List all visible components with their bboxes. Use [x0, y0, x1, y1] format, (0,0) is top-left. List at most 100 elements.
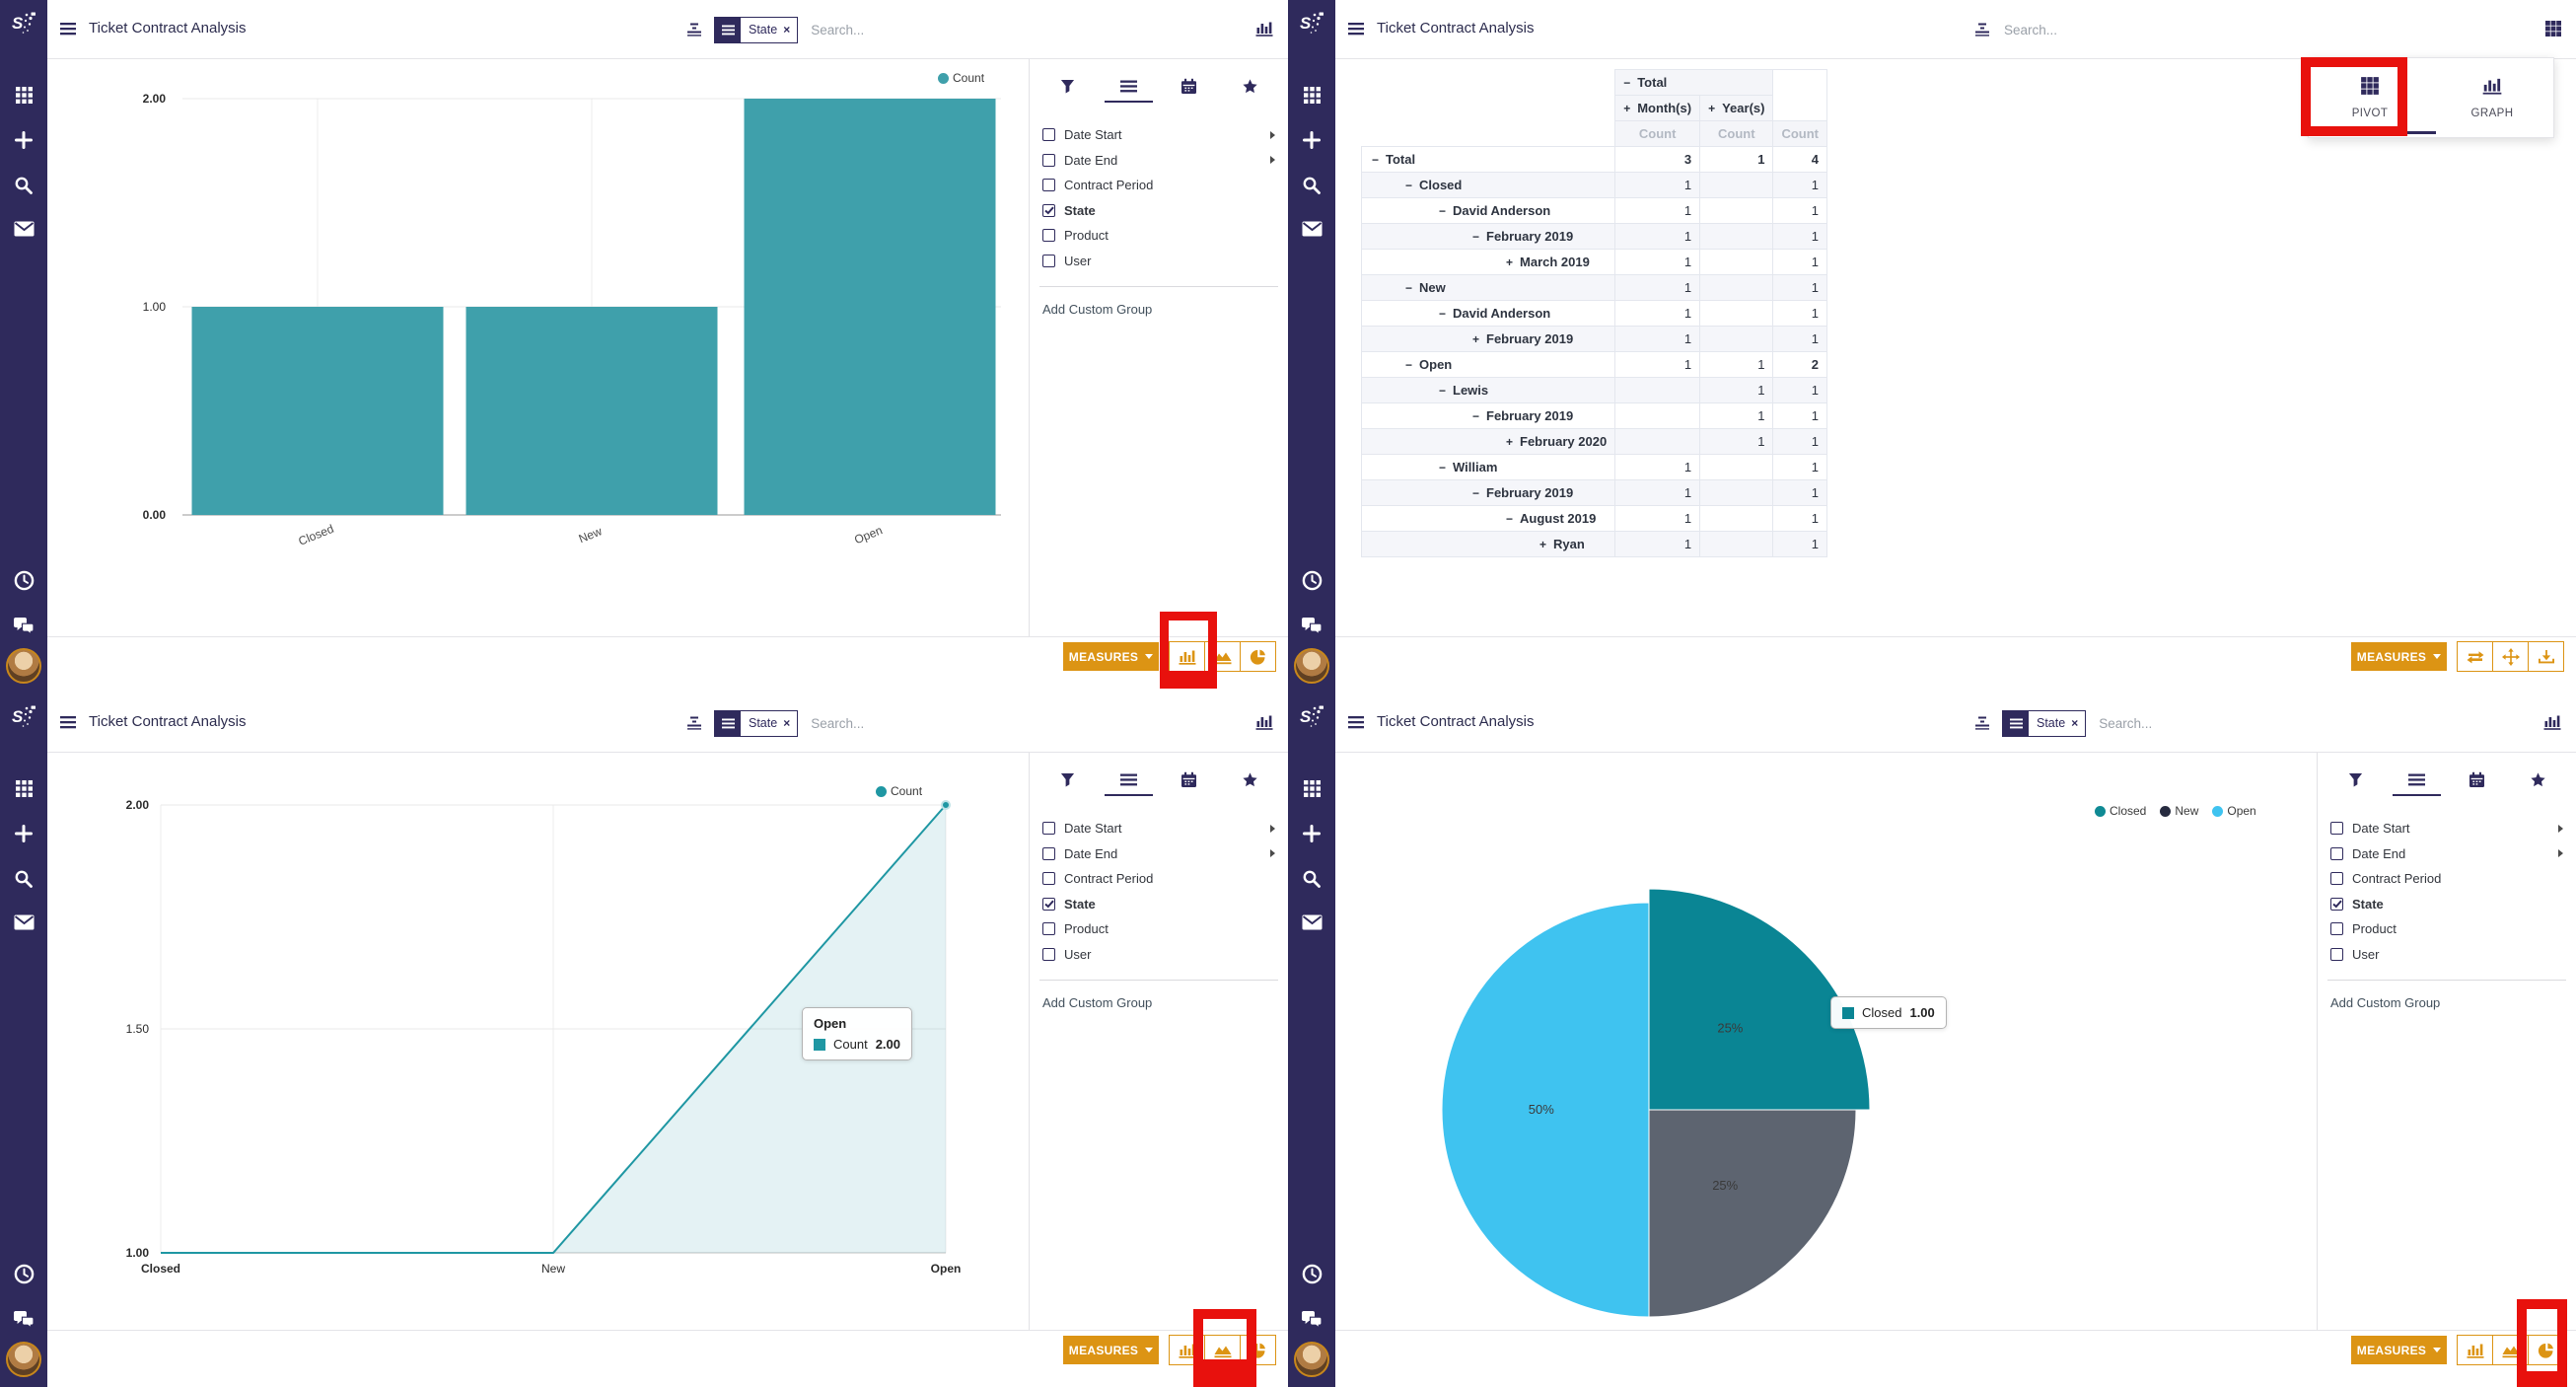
- search-input[interactable]: [809, 21, 958, 38]
- menu-icon[interactable]: [59, 21, 77, 41]
- pie-chart-type-button[interactable]: [1240, 641, 1276, 672]
- activity-clock-icon[interactable]: [14, 1264, 35, 1284]
- apps-grid-icon[interactable]: [15, 779, 34, 798]
- checkbox[interactable]: [1042, 897, 1055, 911]
- facet-remove-icon[interactable]: ×: [783, 23, 791, 36]
- pivot-row-label[interactable]: − February 2019: [1360, 402, 1616, 429]
- collapse-icon[interactable]: −: [1439, 384, 1447, 398]
- pivot-cell[interactable]: [1699, 197, 1774, 224]
- search-input[interactable]: [2097, 714, 2246, 732]
- expand-icon[interactable]: +: [1539, 538, 1547, 551]
- pivot-row-label[interactable]: + Ryan: [1360, 531, 1616, 557]
- legend-item[interactable]: Count: [876, 784, 922, 798]
- pivot-row-label[interactable]: + February 2019: [1360, 326, 1616, 352]
- user-avatar[interactable]: [6, 648, 41, 684]
- checkbox[interactable]: [2330, 872, 2343, 886]
- sort-icon[interactable]: [1973, 22, 1991, 37]
- pivot-cell[interactable]: 1: [1699, 351, 1774, 378]
- pivot-row-label[interactable]: + March 2019: [1360, 249, 1616, 275]
- pivot-row-label[interactable]: + February 2020: [1360, 428, 1616, 455]
- download-xlsx-button[interactable]: [2528, 641, 2564, 672]
- groupby-item-contract-period[interactable]: Contract Period: [2318, 866, 2576, 892]
- pivot-row-label[interactable]: − Open: [1360, 351, 1616, 378]
- mail-icon[interactable]: [1302, 221, 1323, 237]
- sort-icon[interactable]: [1973, 715, 1991, 731]
- measures-button[interactable]: MEASURES: [2351, 642, 2447, 671]
- comparison-calendar-tab[interactable]: [1159, 771, 1220, 788]
- groupby-item-date-end[interactable]: Date End: [1030, 841, 1288, 867]
- mail-icon[interactable]: [14, 221, 35, 237]
- pivot-cell[interactable]: [1699, 172, 1774, 198]
- collapse-icon[interactable]: −: [1439, 307, 1447, 321]
- search-input[interactable]: [2002, 21, 2150, 38]
- collapse-icon[interactable]: −: [1405, 179, 1413, 192]
- collapse-icon[interactable]: −: [1506, 512, 1514, 526]
- pivot-cell[interactable]: 1: [1614, 274, 1701, 301]
- favorites-star-tab[interactable]: [1220, 771, 1281, 788]
- menu-icon[interactable]: [59, 714, 77, 735]
- create-plus-icon[interactable]: [1302, 824, 1322, 843]
- groupby-item-contract-period[interactable]: Contract Period: [1030, 173, 1288, 198]
- favorites-star-tab[interactable]: [2508, 771, 2569, 788]
- pivot-cell[interactable]: 1: [1699, 146, 1774, 173]
- pivot-row-label[interactable]: − Total: [1360, 146, 1616, 173]
- pivot-cell[interactable]: 1: [1772, 249, 1828, 275]
- pivot-cell[interactable]: [1614, 377, 1701, 403]
- expand-icon[interactable]: +: [1506, 435, 1514, 449]
- pivot-row-label[interactable]: − Lewis: [1360, 377, 1616, 403]
- groupby-item-date-end[interactable]: Date End: [2318, 841, 2576, 867]
- pivot-cell[interactable]: 2: [1772, 351, 1828, 378]
- pivot-cell[interactable]: 4: [1772, 146, 1828, 173]
- collapse-icon[interactable]: −: [1405, 281, 1413, 295]
- activity-clock-icon[interactable]: [1302, 1264, 1323, 1284]
- pivot-cell[interactable]: [1614, 428, 1701, 455]
- chat-icon[interactable]: [13, 617, 36, 635]
- sort-icon[interactable]: [685, 715, 703, 731]
- pivot-cell[interactable]: 1: [1614, 300, 1701, 327]
- pivot-col-months[interactable]: + Month(s): [1614, 95, 1701, 121]
- measures-button[interactable]: MEASURES: [1063, 642, 1159, 671]
- chat-icon[interactable]: [13, 1310, 36, 1329]
- pivot-cell[interactable]: [1699, 479, 1774, 506]
- pivot-cell[interactable]: 1: [1614, 249, 1701, 275]
- groupby-item-product[interactable]: Product: [1030, 916, 1288, 942]
- measures-button[interactable]: MEASURES: [2351, 1336, 2447, 1364]
- checkbox[interactable]: [2330, 922, 2343, 936]
- flip-axis-button[interactable]: [2457, 641, 2493, 672]
- pivot-row-label[interactable]: − New: [1360, 274, 1616, 301]
- app-logo-icon[interactable]: S: [0, 0, 47, 45]
- checkbox[interactable]: [2330, 846, 2343, 860]
- graph-view-icon[interactable]: [1254, 20, 1274, 42]
- pivot-cell[interactable]: 1: [1772, 402, 1828, 429]
- mail-icon[interactable]: [14, 914, 35, 930]
- collapse-icon[interactable]: −: [1439, 461, 1447, 474]
- pivot-cell[interactable]: 1: [1614, 172, 1701, 198]
- mail-icon[interactable]: [1302, 914, 1323, 930]
- checkbox[interactable]: [1042, 947, 1055, 961]
- checkbox[interactable]: [1042, 846, 1055, 860]
- collapse-icon[interactable]: −: [1472, 486, 1480, 500]
- bar-chart-type-button[interactable]: [2457, 1335, 2493, 1365]
- pivot-cell[interactable]: 3: [1614, 146, 1701, 173]
- checkbox[interactable]: [1042, 203, 1055, 217]
- search-input[interactable]: [809, 714, 958, 732]
- groupby-item-contract-period[interactable]: Contract Period: [1030, 866, 1288, 892]
- pivot-cell[interactable]: 1: [1772, 428, 1828, 455]
- expand-all-button[interactable]: [2492, 641, 2529, 672]
- pivot-cell[interactable]: [1699, 326, 1774, 352]
- pivot-cell[interactable]: 1: [1614, 479, 1701, 506]
- legend-item[interactable]: Open: [2212, 804, 2256, 818]
- groupby-item-date-start[interactable]: Date Start: [2318, 816, 2576, 841]
- legend-item[interactable]: New: [2160, 804, 2198, 818]
- expand-icon[interactable]: +: [1472, 332, 1480, 346]
- pivot-row-label[interactable]: − February 2019: [1360, 479, 1616, 506]
- app-logo-icon[interactable]: S: [1288, 0, 1335, 45]
- pivot-cell[interactable]: 1: [1699, 402, 1774, 429]
- pivot-row-label[interactable]: − Closed: [1360, 172, 1616, 198]
- groupby-item-product[interactable]: Product: [2318, 916, 2576, 942]
- pivot-cell[interactable]: 1: [1614, 531, 1701, 557]
- collapse-icon[interactable]: −: [1405, 358, 1413, 372]
- pivot-cell[interactable]: [1699, 505, 1774, 532]
- pivot-col-years[interactable]: + Year(s): [1699, 95, 1774, 121]
- groupby-tab[interactable]: [2387, 772, 2448, 796]
